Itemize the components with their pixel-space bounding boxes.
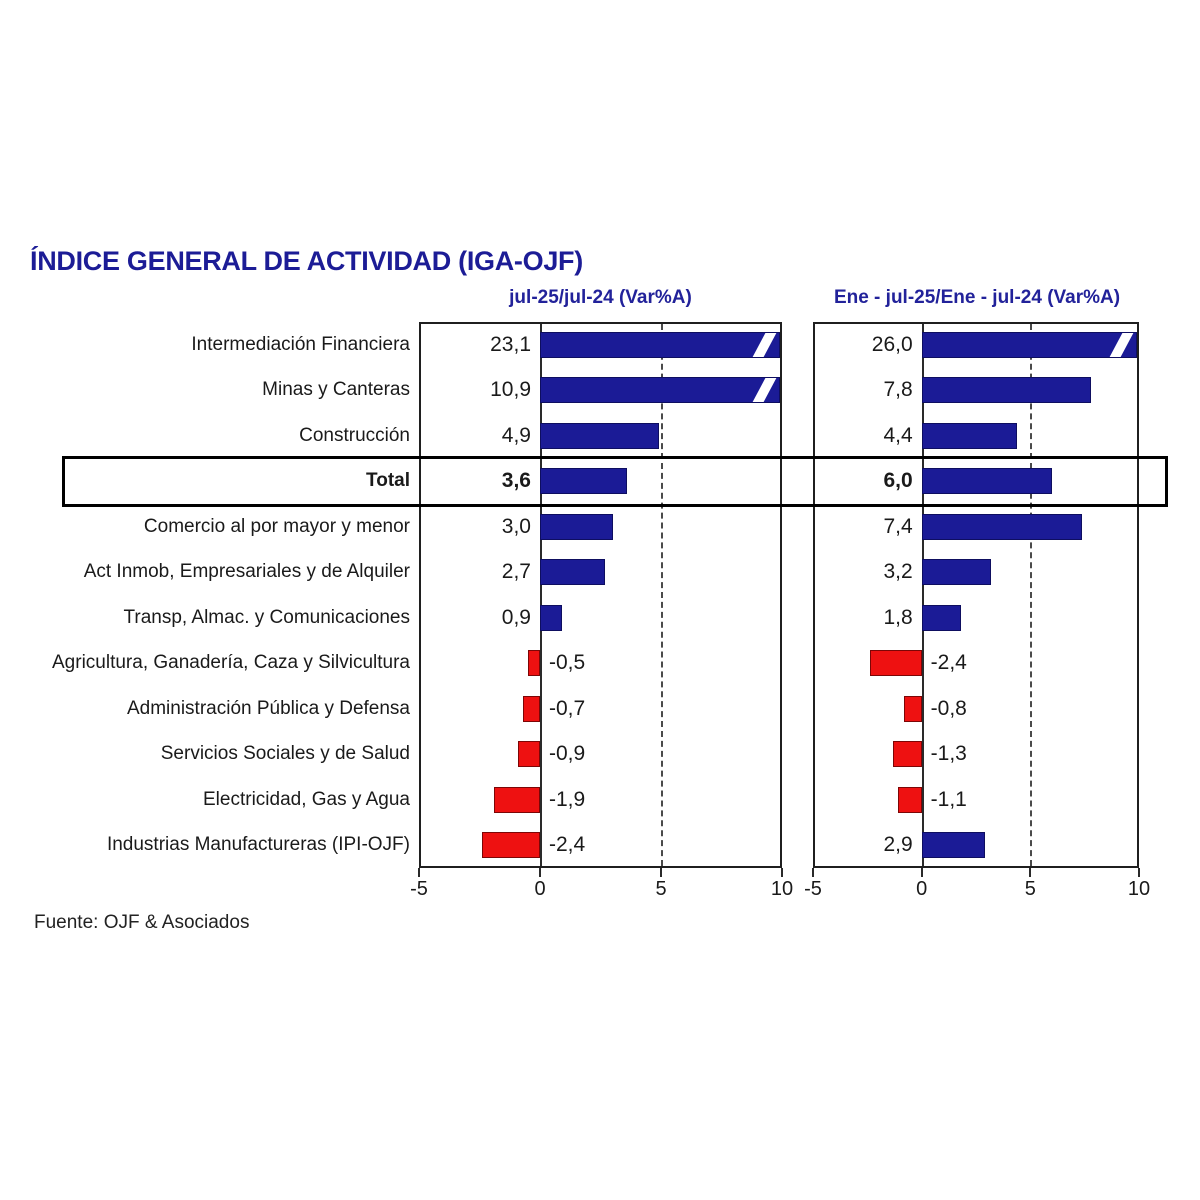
bar (518, 741, 540, 768)
category-label: Transp, Almac. y Comunicaciones (123, 606, 410, 628)
value-label: 1,8 (883, 605, 913, 629)
category-label: Minas y Canteras (262, 379, 410, 401)
bar (921, 513, 1083, 540)
axis-break-mark (749, 378, 779, 403)
category-label: Industrias Manufactureras (IPI-OJF) (106, 834, 410, 856)
panel1-header: jul-25/jul-24 (Var%A) (509, 287, 692, 308)
value-label: -2,4 (549, 833, 586, 857)
chart-title: ÍNDICE GENERAL DE ACTIVIDAD (IGA-OJF) (30, 246, 583, 276)
axis-tick (418, 868, 420, 877)
gridline-5 (1030, 324, 1033, 866)
value-label: -1,3 (930, 742, 967, 766)
value-label: -0,7 (549, 696, 586, 720)
bar (540, 468, 628, 495)
category-label: Intermediación Financiera (191, 333, 410, 355)
value-label: 6,0 (883, 469, 913, 493)
value-label: 7,8 (883, 378, 913, 402)
bar (921, 377, 1092, 404)
zero-axis-line (921, 324, 924, 866)
category-label: Total (366, 470, 410, 492)
value-label: -1,9 (549, 787, 586, 811)
bar (897, 786, 922, 813)
value-label: 2,9 (883, 833, 913, 857)
axis-tick (1029, 868, 1032, 877)
value-label: 4,9 (501, 423, 531, 447)
zero-axis-line (540, 324, 542, 866)
axis-tick (812, 868, 814, 877)
value-label: 3,0 (501, 514, 531, 538)
value-label: -0,9 (549, 742, 586, 766)
value-label: 3,2 (883, 560, 913, 584)
bar (540, 559, 606, 586)
value-label: -2,4 (930, 651, 967, 675)
value-label: 3,6 (501, 469, 531, 493)
bar (523, 695, 540, 722)
bar (540, 377, 780, 404)
bar (540, 422, 659, 449)
category-label: Agricultura, Ganadería, Caza y Silvicult… (52, 652, 410, 674)
value-label: -1,1 (930, 787, 967, 811)
value-label: 26,0 (871, 332, 913, 356)
axis-tick (920, 868, 923, 877)
bar (921, 422, 1018, 449)
axis-break-mark (749, 332, 779, 357)
bar (481, 832, 540, 859)
bar (494, 786, 540, 813)
axis-tick-label: -5 (804, 878, 822, 900)
category-label: Comercio al por mayor y menor (143, 515, 410, 537)
bar (540, 604, 562, 631)
bar (904, 695, 922, 722)
axis-tick-label: 10 (1127, 878, 1151, 900)
bar (540, 513, 613, 540)
value-label: 23,1 (490, 332, 531, 356)
bar (527, 650, 540, 677)
axis-tick (539, 868, 541, 877)
axis-tick-label: 5 (655, 878, 667, 900)
axis-tick-label: 0 (916, 878, 928, 900)
value-label: 7,4 (883, 514, 913, 538)
axis-tick (660, 868, 662, 877)
bar (921, 331, 1137, 358)
gridline-5 (661, 324, 663, 866)
value-label: 4,4 (883, 423, 913, 447)
bar (921, 604, 961, 631)
category-label: Administración Pública y Defensa (126, 697, 410, 719)
category-label: Electricidad, Gas y Agua (203, 788, 410, 810)
bar (893, 741, 922, 768)
axis-tick (1138, 868, 1140, 877)
value-label: 10,9 (490, 378, 531, 402)
bar (869, 650, 922, 677)
axis-tick-label: 10 (770, 878, 794, 900)
category-label: Servicios Sociales y de Salud (160, 743, 410, 765)
axis-tick-label: 5 (1024, 878, 1036, 900)
panel2-plot-area (813, 322, 1139, 868)
axis-tick (781, 868, 783, 877)
panel2-header: Ene - jul-25/Ene - jul-24 (Var%A) (833, 287, 1121, 308)
panel1-plot-area (419, 322, 782, 868)
value-label: 0,9 (501, 605, 531, 629)
bar (921, 832, 985, 859)
value-label: -0,8 (930, 696, 967, 720)
source-note: Fuente: OJF & Asociados (34, 912, 250, 933)
value-label: -0,5 (549, 651, 586, 675)
bar (540, 331, 780, 358)
axis-tick-label: 0 (534, 878, 546, 900)
bar (921, 468, 1053, 495)
axis-break-mark (1106, 332, 1136, 357)
bar (921, 559, 992, 586)
category-label: Act Inmob, Empresariales y de Alquiler (83, 561, 410, 583)
value-label: 2,7 (501, 560, 531, 584)
category-label: Construcción (299, 424, 410, 446)
axis-tick-label: -5 (410, 878, 428, 900)
